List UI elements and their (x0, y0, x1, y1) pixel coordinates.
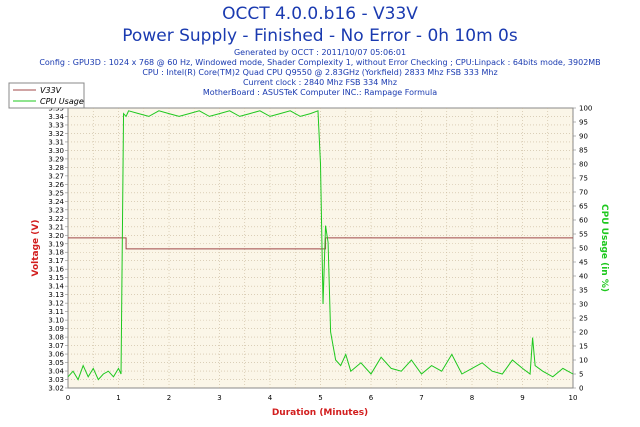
x-tick-label: 1 (116, 394, 120, 402)
x-axis-label: Duration (Minutes) (272, 408, 368, 418)
y-tick-label: 3.12 (48, 300, 64, 308)
y-tick-label: 3.08 (48, 334, 64, 342)
y-tick-label: 3.32 (48, 130, 64, 138)
y-tick-label: 3.15 (48, 274, 64, 282)
y-tick-label: 3.21 (48, 223, 64, 231)
y-tick-label: 3.17 (48, 257, 64, 265)
y2-tick-label: 20 (579, 329, 588, 337)
y2-tick-label: 30 (579, 301, 588, 309)
y-tick-label: 3.25 (48, 189, 64, 197)
y2-tick-label: 85 (579, 147, 588, 155)
grid-lines (68, 108, 573, 388)
y-tick-label: 3.06 (48, 351, 64, 359)
y-tick-label: 3.29 (48, 155, 64, 163)
y-tick-label: 3.13 (48, 291, 64, 299)
y-tick-label: 3.10 (48, 317, 64, 325)
chart-title: OCCT 4.0.0.b16 - V33V (222, 4, 418, 24)
y2-tick-label: 80 (579, 161, 588, 169)
y-tick-label: 3.07 (48, 342, 64, 350)
x-tick-label: 3 (217, 394, 221, 402)
y-tick-label: 3.05 (48, 359, 64, 367)
y-tick-label: 3.34 (48, 113, 64, 121)
y-tick-label: 3.20 (48, 232, 64, 240)
y-tick-label: 3.11 (48, 308, 64, 316)
y2-axis-label: CPU Usage (in %) (599, 204, 609, 292)
y-tick-label: 3.24 (48, 198, 64, 206)
y-tick-label: 3.27 (48, 172, 64, 180)
y2-tick-label: 65 (579, 203, 588, 211)
x-tick-label: 4 (268, 394, 273, 402)
y2-tick-label: 40 (579, 273, 588, 281)
y2-tick-label: 60 (579, 217, 588, 225)
info-generated: Generated by OCCT : 2011/10/07 05:06:01 (233, 48, 407, 57)
series-line-1 (67, 110, 574, 381)
y-tick-label: 3.04 (48, 368, 64, 376)
legend-box (8, 82, 85, 109)
info-config: Config : GPU3D : 1024 x 768 @ 60 Hz, Win… (39, 58, 601, 67)
y2-tick-label: 5 (579, 371, 583, 379)
legend-label-cpu: CPU Usage (40, 97, 84, 106)
y2-tick-label: 55 (579, 231, 588, 239)
y-tick-label: 3.22 (48, 215, 64, 223)
x-tick-label: 10 (569, 394, 578, 402)
series-layer (67, 110, 574, 381)
y2-tick-label: 45 (579, 259, 588, 267)
x-tick-label: 0 (66, 394, 70, 402)
y-tick-label: 3.26 (48, 181, 64, 189)
tick-labels: 0 1 2 3 4 5 6 7 8 9 103.023.033.043.053.063.073.08… (48, 105, 592, 403)
legend: V33V CPU Usage (8, 82, 85, 109)
y2-tick-label: 10 (579, 357, 588, 365)
x-tick-label: 9 (520, 394, 524, 402)
y2-tick-label: 100 (579, 105, 592, 113)
y-tick-label: 3.30 (48, 147, 64, 155)
y-tick-label: 3.18 (48, 249, 64, 257)
y2-tick-label: 90 (579, 133, 588, 141)
chart-subtitle: Power Supply - Finished - No Error - 0h … (122, 26, 518, 46)
info-motherboard: MotherBoard : ASUSTeK Computer INC.: Ram… (202, 88, 438, 97)
y2-tick-label: 95 (579, 119, 588, 127)
y2-tick-label: 35 (579, 287, 588, 295)
y-tick-label: 3.19 (48, 240, 64, 248)
y2-tick-label: 70 (579, 189, 588, 197)
legend-label-voltage: V33V (40, 86, 62, 95)
y2-tick-label: 25 (579, 315, 588, 323)
y-tick-label: 3.31 (48, 138, 64, 146)
y-tick-label: 3.33 (48, 121, 64, 129)
y2-tick-label: 0 (579, 385, 583, 393)
info-clock: Current clock : 2840 Mhz FSB 334 Mhz (242, 78, 398, 87)
y2-tick-label: 15 (579, 343, 588, 351)
x-tick-label: 6 (369, 394, 374, 402)
y-axis-label: Voltage (V) (31, 220, 41, 277)
x-tick-label: 5 (318, 394, 322, 402)
y-tick-label: 3.28 (48, 164, 64, 172)
y-tick-label: 3.14 (48, 283, 64, 291)
y2-tick-label: 75 (579, 175, 588, 183)
x-tick-label: 7 (419, 394, 423, 402)
x-tick-label: 8 (470, 394, 474, 402)
y-tick-label: 3.02 (48, 385, 64, 393)
info-cpu: CPU : Intel(R) Core(TM)2 Quad CPU Q9550 … (142, 68, 498, 77)
x-tick-label: 2 (167, 394, 171, 402)
y2-tick-label: 50 (579, 245, 588, 253)
y-tick-label: 3.23 (48, 206, 64, 214)
y-tick-label: 3.09 (48, 325, 64, 333)
y-tick-label: 3.03 (48, 376, 64, 384)
y-tick-label: 3.16 (48, 266, 64, 274)
